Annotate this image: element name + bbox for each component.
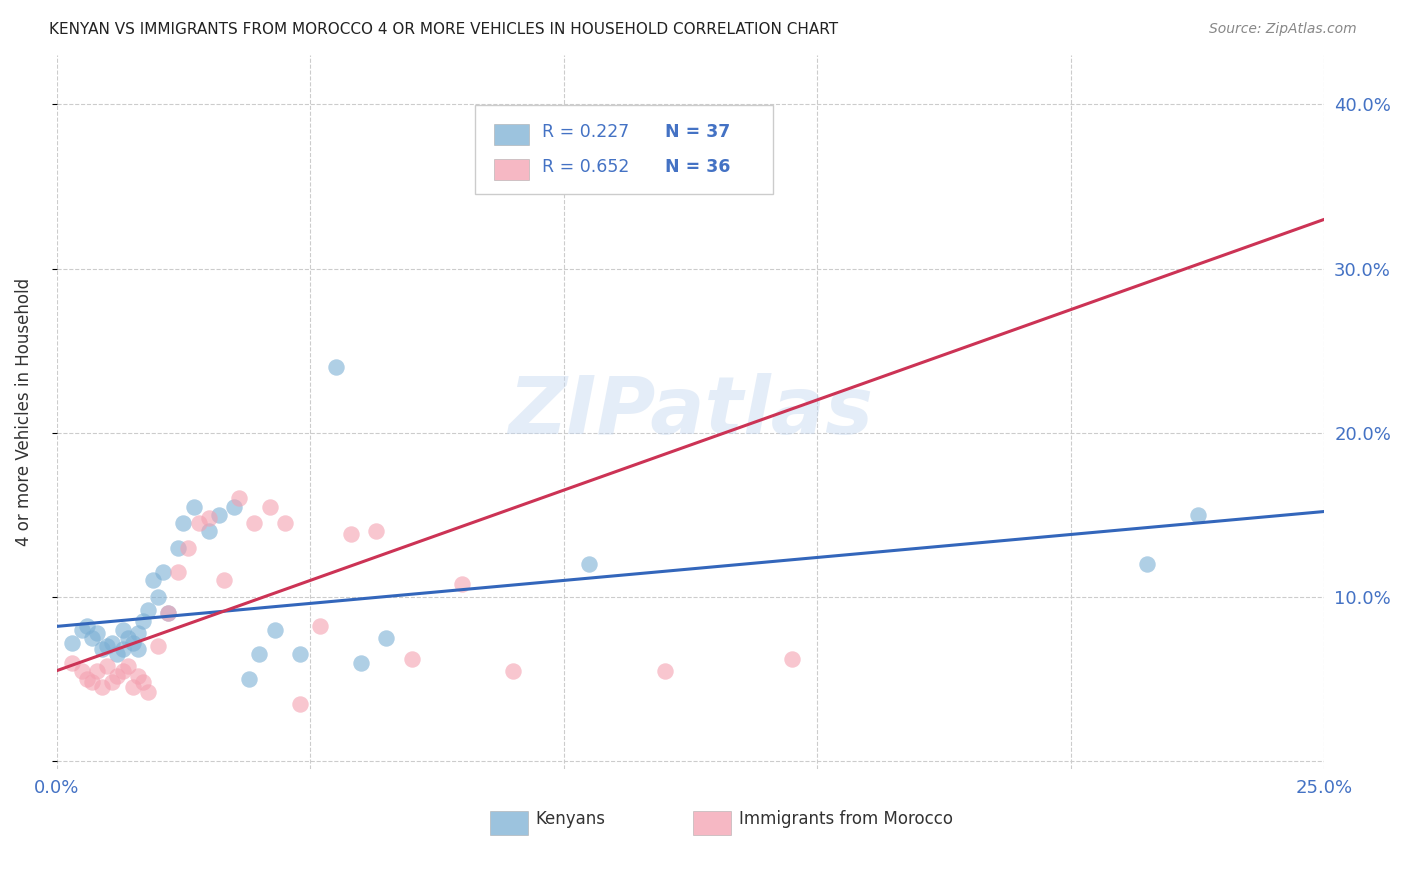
Point bbox=[107, 668, 129, 682]
Point bbox=[111, 642, 134, 657]
Point bbox=[197, 524, 219, 539]
Point bbox=[60, 636, 83, 650]
Point bbox=[136, 685, 159, 699]
Point bbox=[375, 631, 398, 645]
Point bbox=[82, 675, 104, 690]
Point bbox=[177, 541, 200, 555]
Point bbox=[167, 541, 190, 555]
Text: Kenyans: Kenyans bbox=[536, 810, 606, 828]
Point bbox=[111, 664, 134, 678]
Text: R = 0.227: R = 0.227 bbox=[543, 123, 630, 141]
Point bbox=[121, 636, 143, 650]
Point bbox=[502, 664, 524, 678]
Point bbox=[243, 516, 266, 530]
Point bbox=[117, 631, 139, 645]
Point bbox=[157, 607, 180, 621]
Point bbox=[187, 516, 209, 530]
Point bbox=[76, 672, 98, 686]
Point bbox=[101, 636, 124, 650]
Point bbox=[152, 566, 174, 580]
Text: Source: ZipAtlas.com: Source: ZipAtlas.com bbox=[1209, 22, 1357, 37]
FancyBboxPatch shape bbox=[491, 811, 529, 835]
Point bbox=[127, 626, 149, 640]
Point bbox=[212, 574, 235, 588]
FancyBboxPatch shape bbox=[494, 159, 530, 180]
Point bbox=[364, 524, 387, 539]
Point bbox=[117, 658, 139, 673]
Point bbox=[288, 697, 311, 711]
Point bbox=[136, 603, 159, 617]
Text: ZIPatlas: ZIPatlas bbox=[508, 373, 873, 451]
Point bbox=[228, 491, 250, 506]
Point bbox=[238, 672, 260, 686]
Point bbox=[172, 516, 194, 530]
Point bbox=[127, 642, 149, 657]
Point bbox=[146, 639, 169, 653]
Point bbox=[132, 615, 155, 629]
Point bbox=[70, 623, 93, 637]
Point bbox=[259, 500, 281, 514]
FancyBboxPatch shape bbox=[693, 811, 731, 835]
Text: R = 0.652: R = 0.652 bbox=[543, 158, 630, 177]
Point bbox=[1187, 508, 1209, 522]
FancyBboxPatch shape bbox=[494, 124, 530, 145]
Point bbox=[121, 680, 143, 694]
Point bbox=[146, 590, 169, 604]
Point bbox=[167, 566, 190, 580]
Point bbox=[288, 648, 311, 662]
Point bbox=[780, 652, 803, 666]
Text: KENYAN VS IMMIGRANTS FROM MOROCCO 4 OR MORE VEHICLES IN HOUSEHOLD CORRELATION CH: KENYAN VS IMMIGRANTS FROM MOROCCO 4 OR M… bbox=[49, 22, 838, 37]
Point bbox=[142, 574, 165, 588]
Point bbox=[339, 527, 361, 541]
Point bbox=[132, 675, 155, 690]
Point bbox=[249, 648, 271, 662]
Point bbox=[1136, 557, 1159, 571]
Point bbox=[401, 652, 423, 666]
Point bbox=[350, 656, 373, 670]
Y-axis label: 4 or more Vehicles in Household: 4 or more Vehicles in Household bbox=[15, 278, 32, 546]
Point bbox=[208, 508, 231, 522]
Point bbox=[111, 623, 134, 637]
Point bbox=[127, 668, 149, 682]
Point bbox=[263, 623, 285, 637]
Text: N = 36: N = 36 bbox=[665, 158, 731, 177]
Text: Immigrants from Morocco: Immigrants from Morocco bbox=[738, 810, 953, 828]
Point bbox=[86, 664, 108, 678]
Point bbox=[107, 648, 129, 662]
Point bbox=[70, 664, 93, 678]
Point bbox=[91, 680, 114, 694]
Text: N = 37: N = 37 bbox=[665, 123, 730, 141]
Point bbox=[183, 500, 205, 514]
Point bbox=[96, 658, 118, 673]
Point bbox=[157, 607, 180, 621]
Point bbox=[86, 626, 108, 640]
Point bbox=[101, 675, 124, 690]
Point bbox=[60, 656, 83, 670]
Point bbox=[82, 631, 104, 645]
Point bbox=[654, 664, 676, 678]
Point bbox=[197, 511, 219, 525]
Point bbox=[309, 619, 332, 633]
Point bbox=[451, 576, 474, 591]
Point bbox=[578, 557, 600, 571]
Point bbox=[76, 619, 98, 633]
Point bbox=[96, 639, 118, 653]
Point bbox=[91, 642, 114, 657]
Point bbox=[274, 516, 297, 530]
FancyBboxPatch shape bbox=[475, 105, 773, 194]
Point bbox=[224, 500, 246, 514]
Point bbox=[325, 359, 347, 374]
